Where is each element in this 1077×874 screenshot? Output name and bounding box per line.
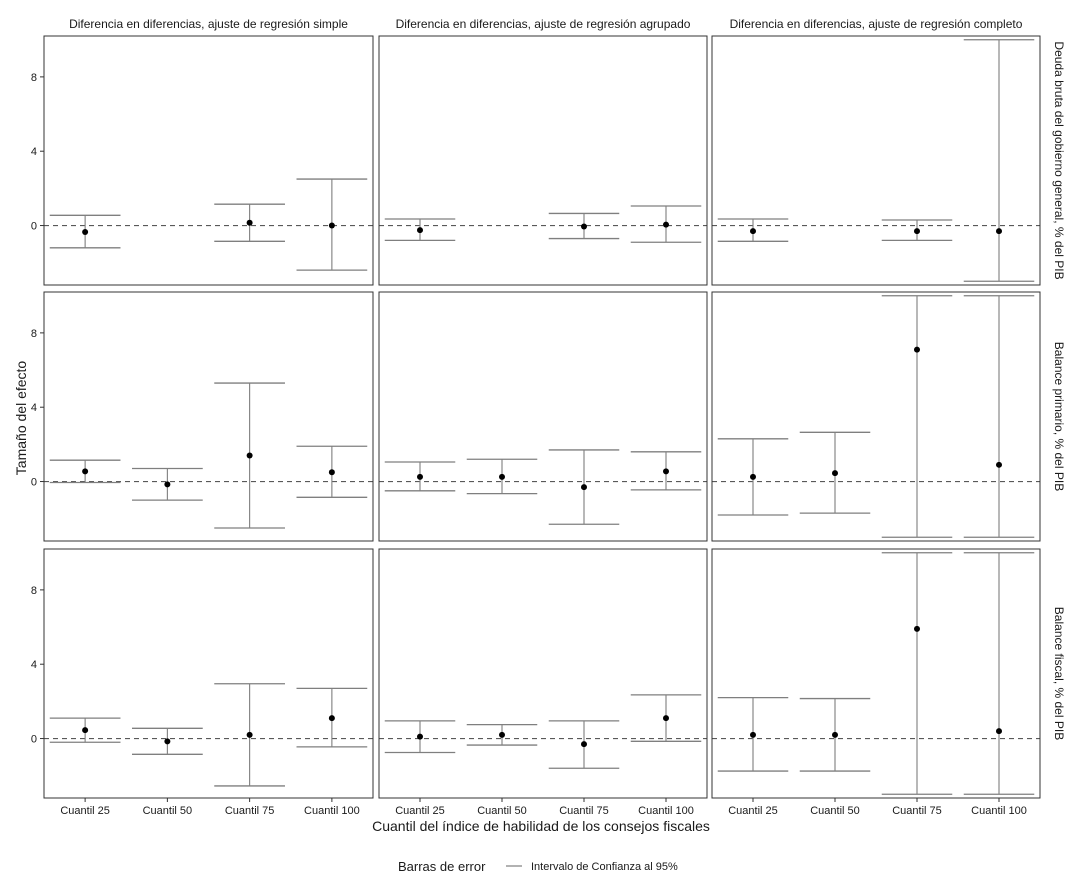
panel-border — [378, 548, 708, 799]
y-tick-label: 0 — [31, 477, 37, 489]
x-tick-label: Cuantil 75 — [892, 805, 942, 817]
column-strip-label: Diferencia en diferencias, ajuste de reg… — [69, 17, 348, 31]
x-tick-label: Cuantil 75 — [559, 805, 609, 817]
chart-panel — [378, 548, 708, 799]
point-estimate — [246, 731, 253, 738]
point-estimate — [164, 738, 171, 745]
point-estimate — [581, 223, 587, 230]
chart-panel — [711, 35, 1041, 286]
y-tick-label: 0 — [31, 734, 37, 746]
point-estimate — [914, 625, 920, 632]
point-estimate — [750, 473, 756, 480]
x-tick-label: Cuantil 100 — [971, 805, 1027, 817]
point-estimate — [996, 728, 1002, 735]
point-estimate — [832, 470, 838, 477]
column-strip-label: Diferencia en diferencias, ajuste de reg… — [396, 17, 691, 31]
panel-border — [43, 548, 374, 799]
chart-panel — [378, 35, 708, 286]
chart-panel — [711, 291, 1041, 542]
point-estimate — [996, 461, 1002, 468]
y-tick-label: 8 — [31, 72, 37, 84]
x-tick-label: Cuantil 100 — [638, 805, 694, 817]
y-axis-title: Tamaño del efecto — [13, 361, 29, 476]
point-estimate — [328, 715, 335, 722]
axes-layer: 0 4 8 0 4 8 0 4 8 Cuantil 25 Cuantil 50 Cuantil 75 C… — [31, 72, 1027, 817]
y-tick-label: 4 — [31, 402, 37, 414]
x-tick-label: Cuantil 100 — [304, 805, 360, 817]
y-tick-label: 4 — [31, 659, 37, 671]
point-estimate — [832, 731, 838, 738]
panels-layer — [43, 35, 1041, 799]
chart-panel — [43, 35, 374, 286]
point-estimate — [417, 733, 423, 740]
point-estimate — [82, 468, 89, 475]
panel-border — [711, 35, 1041, 286]
column-strip-label: Diferencia en diferencias, ajuste de reg… — [730, 17, 1023, 31]
y-tick-label: 0 — [31, 221, 37, 233]
point-estimate — [499, 731, 505, 738]
point-estimate — [581, 484, 587, 491]
legend: Barras de error Intervalo de Confianza a… — [398, 859, 678, 874]
point-estimate — [663, 468, 669, 475]
x-axis-title: Cuantil del índice de habilidad de los c… — [372, 818, 710, 834]
panel-border — [711, 548, 1041, 799]
point-estimate — [82, 727, 89, 734]
panel-border — [378, 35, 708, 286]
x-tick-label: Cuantil 50 — [143, 805, 193, 817]
legend-label: Intervalo de Confianza al 95% — [531, 861, 678, 873]
point-estimate — [914, 346, 920, 353]
y-tick-label: 4 — [31, 146, 37, 158]
x-tick-label: Cuantil 50 — [810, 805, 860, 817]
point-estimate — [417, 473, 423, 480]
row-strip-label: Balance primario, % del PIB — [1052, 342, 1066, 491]
x-tick-label: Cuantil 75 — [225, 805, 275, 817]
panel-border — [378, 291, 708, 542]
panel-border — [711, 291, 1041, 542]
point-estimate — [82, 229, 89, 236]
point-estimate — [499, 473, 505, 480]
point-estimate — [663, 715, 669, 722]
row-strip-label: Balance fiscal, % del PIB — [1052, 607, 1066, 740]
point-estimate — [328, 469, 335, 476]
strips-layer: Diferencia en diferencias, ajuste de reg… — [69, 17, 1066, 740]
point-estimate — [328, 222, 335, 229]
x-tick-label: Cuantil 25 — [728, 805, 778, 817]
y-tick-label: 8 — [31, 328, 37, 340]
panel-border — [43, 35, 374, 286]
chart-panel — [43, 548, 374, 799]
point-estimate — [246, 452, 253, 459]
x-tick-label: Cuantil 25 — [60, 805, 110, 817]
point-estimate — [996, 228, 1002, 235]
point-estimate — [750, 731, 756, 738]
panel-border — [43, 291, 374, 542]
point-estimate — [417, 227, 423, 234]
point-estimate — [663, 221, 669, 228]
point-estimate — [246, 219, 253, 226]
point-estimate — [164, 481, 171, 488]
x-tick-label: Cuantil 25 — [395, 805, 445, 817]
legend-title: Barras de error — [398, 859, 486, 874]
chart-panel — [711, 548, 1041, 799]
point-estimate — [581, 741, 587, 748]
point-estimate — [750, 228, 756, 235]
row-strip-label: Deuda bruta del gobierno general, % del … — [1052, 41, 1066, 279]
chart-panel — [43, 291, 374, 542]
x-tick-label: Cuantil 50 — [477, 805, 527, 817]
point-estimate — [914, 228, 920, 235]
chart-panel — [378, 291, 708, 542]
y-tick-label: 8 — [31, 585, 37, 597]
